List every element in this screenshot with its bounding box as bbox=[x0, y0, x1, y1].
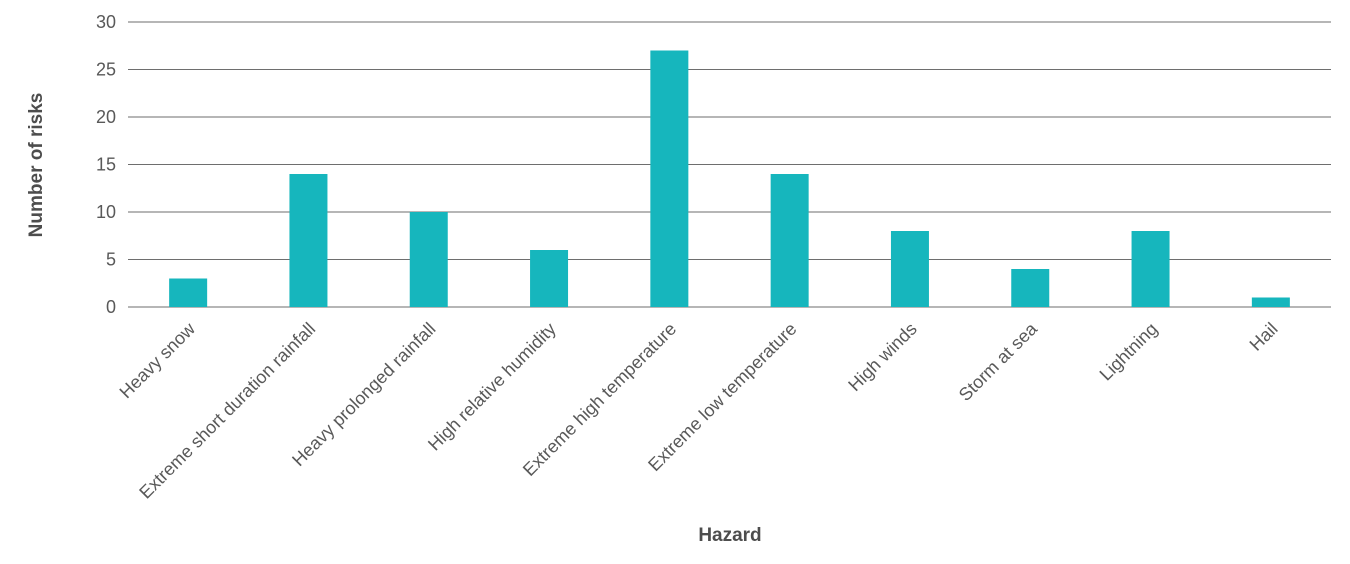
x-tick-label: High relative humidity bbox=[424, 319, 560, 455]
y-tick-label: 10 bbox=[96, 202, 116, 222]
bar-hail bbox=[1251, 297, 1290, 307]
bar-storm-at-sea bbox=[1011, 269, 1050, 307]
x-tick-label: Heavy snow bbox=[116, 318, 200, 402]
y-axis-title: Number of risks bbox=[26, 93, 47, 238]
bar-heavy-prolonged-rainfall bbox=[409, 212, 448, 307]
x-tick-label: Storm at sea bbox=[955, 318, 1042, 405]
bar-extreme-short-duration-rainfall bbox=[289, 174, 328, 307]
bar-high-winds bbox=[890, 231, 929, 307]
x-tick-label: Lightning bbox=[1096, 319, 1162, 385]
y-tick-label: 5 bbox=[106, 250, 116, 270]
x-tick-label: High winds bbox=[844, 319, 920, 395]
y-tick-label: 30 bbox=[96, 12, 116, 32]
bars bbox=[169, 50, 1290, 307]
gridlines bbox=[128, 21, 1331, 308]
y-tick-label: 20 bbox=[96, 107, 116, 127]
y-tick-label: 25 bbox=[96, 60, 116, 80]
y-tick-label: 0 bbox=[106, 297, 116, 317]
bar-lightning bbox=[1131, 231, 1170, 307]
bar-high-relative-humidity bbox=[530, 250, 569, 307]
x-tick-label: Hail bbox=[1246, 319, 1282, 355]
x-axis-title: Hazard bbox=[698, 525, 761, 546]
x-tick-label: Heavy prolonged rainfall bbox=[288, 319, 439, 470]
bar-extreme-high-temperature bbox=[650, 50, 689, 307]
bar-extreme-low-temperature bbox=[770, 174, 809, 307]
bar-heavy-snow bbox=[169, 278, 208, 307]
y-axis-ticks: 0 5 10 15 20 25 30 bbox=[96, 12, 116, 317]
y-tick-label: 15 bbox=[96, 155, 116, 175]
